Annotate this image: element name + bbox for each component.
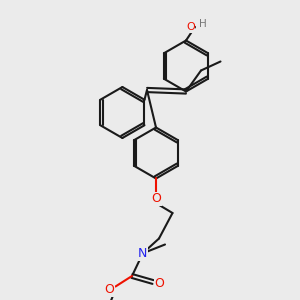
Text: H: H — [199, 19, 206, 29]
Text: O: O — [151, 192, 161, 206]
Text: O: O — [155, 277, 164, 290]
Text: O: O — [105, 283, 114, 296]
Text: O: O — [186, 22, 195, 32]
Text: N: N — [138, 247, 147, 260]
